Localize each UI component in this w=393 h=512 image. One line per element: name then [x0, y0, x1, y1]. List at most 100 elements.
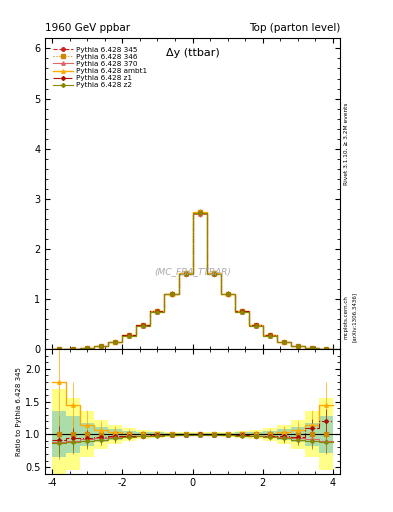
Pythia 6.428 z1: [218, 432, 223, 438]
Pythia 6.428 z2: [274, 434, 279, 440]
Legend: Pythia 6.428 345, Pythia 6.428 346, Pythia 6.428 370, Pythia 6.428 ambt1, Pythia: Pythia 6.428 345, Pythia 6.428 346, Pyth…: [52, 45, 149, 90]
Pythia 6.428 z2: [303, 343, 307, 349]
Pythia 6.428 370: [120, 434, 125, 440]
Pythia 6.428 370: [204, 211, 209, 217]
Pythia 6.428 ambt1: [176, 431, 181, 437]
Pythia 6.428 z1: [232, 432, 237, 438]
Pythia 6.428 ambt1: [204, 270, 209, 276]
Pythia 6.428 z2: [274, 435, 279, 441]
Pythia 6.428 z1: [288, 434, 293, 440]
Pythia 6.428 z2: [204, 210, 209, 217]
Pythia 6.428 z2: [274, 332, 279, 338]
Pythia 6.428 z1: [106, 433, 111, 439]
Pythia 6.428 346: [148, 308, 153, 314]
Pythia 6.428 z1: [92, 434, 97, 440]
Pythia 6.428 370: [261, 433, 265, 439]
Pythia 6.428 345: [288, 343, 293, 349]
Pythia 6.428 z1: [274, 433, 279, 439]
Pythia 6.428 z1: [64, 435, 69, 441]
Pythia 6.428 346: [232, 431, 237, 437]
Pythia 6.428 346: [64, 346, 69, 352]
Pythia 6.428 370: [261, 323, 265, 329]
Pythia 6.428 ambt1: [162, 308, 167, 314]
Pythia 6.428 z2: [64, 346, 69, 352]
Pythia 6.428 ambt1: [64, 346, 69, 352]
Pythia 6.428 346: [162, 308, 167, 314]
Pythia 6.428 346: [303, 345, 307, 351]
Pythia 6.428 ambt1: [274, 339, 279, 345]
Pythia 6.428 ambt1: [162, 290, 167, 296]
Pythia 6.428 370: [288, 339, 293, 345]
Pythia 6.428 346: [148, 431, 153, 437]
Pythia 6.428 346: [162, 431, 167, 437]
Pythia 6.428 ambt1: [176, 270, 181, 276]
Pythia 6.428 z2: [64, 440, 69, 446]
Pythia 6.428 370: [120, 433, 125, 439]
Pythia 6.428 ambt1: [288, 339, 293, 345]
Pythia 6.428 370: [288, 343, 293, 349]
Pythia 6.428 z2: [148, 433, 153, 439]
Pythia 6.428 370: [232, 291, 237, 297]
Pythia 6.428 z1: [134, 323, 139, 329]
Pythia 6.428 z2: [204, 432, 209, 438]
Pythia 6.428 370: [232, 432, 237, 438]
Pythia 6.428 z2: [190, 210, 195, 217]
Pythia 6.428 345: [64, 346, 69, 352]
Pythia 6.428 346: [204, 209, 209, 215]
Pythia 6.428 z1: [246, 308, 251, 314]
Pythia 6.428 ambt1: [134, 431, 139, 437]
Pythia 6.428 z2: [50, 346, 55, 352]
Pythia 6.428 z2: [316, 345, 321, 351]
Pythia 6.428 370: [64, 346, 69, 352]
Pythia 6.428 345: [232, 308, 237, 314]
Line: Pythia 6.428 ambt1: Pythia 6.428 ambt1: [52, 382, 333, 434]
Pythia 6.428 370: [204, 432, 209, 438]
Pythia 6.428 ambt1: [204, 209, 209, 216]
Pythia 6.428 z1: [176, 270, 181, 276]
Pythia 6.428 z2: [148, 323, 153, 329]
Pythia 6.428 z2: [92, 437, 97, 443]
Pythia 6.428 z1: [232, 308, 237, 314]
Pythia 6.428 ambt1: [148, 431, 153, 437]
Pythia 6.428 370: [246, 433, 251, 439]
Pythia 6.428 z2: [176, 291, 181, 297]
Pythia 6.428 346: [78, 345, 83, 351]
Pythia 6.428 z2: [246, 433, 251, 439]
Pythia 6.428 345: [134, 332, 139, 338]
Pythia 6.428 z2: [232, 291, 237, 297]
Pythia 6.428 z2: [261, 332, 265, 338]
Pythia 6.428 z2: [274, 339, 279, 345]
Pythia 6.428 z2: [316, 439, 321, 445]
Pythia 6.428 z1: [218, 432, 223, 438]
Pythia 6.428 346: [204, 270, 209, 276]
Pythia 6.428 z1: [78, 435, 83, 441]
Pythia 6.428 ambt1: [64, 346, 69, 352]
Pythia 6.428 370: [303, 345, 307, 351]
Pythia 6.428 370: [218, 432, 223, 438]
Pythia 6.428 370: [106, 343, 111, 349]
Pythia 6.428 345: [303, 345, 307, 351]
Pythia 6.428 346: [92, 431, 97, 437]
Pythia 6.428 346: [274, 332, 279, 338]
Pythia 6.428 370: [204, 432, 209, 438]
Pythia 6.428 345: [148, 323, 153, 329]
Pythia 6.428 346: [246, 431, 251, 437]
Pythia 6.428 ambt1: [274, 431, 279, 437]
Pythia 6.428 345: [120, 339, 125, 345]
Pythia 6.428 346: [331, 431, 335, 437]
Pythia 6.428 z1: [246, 433, 251, 439]
Pythia 6.428 346: [232, 431, 237, 437]
Pythia 6.428 z2: [303, 345, 307, 351]
Pythia 6.428 346: [120, 431, 125, 437]
Pythia 6.428 z1: [190, 210, 195, 216]
Y-axis label: Ratio to Pythia 6.428 345: Ratio to Pythia 6.428 345: [16, 367, 22, 456]
Pythia 6.428 z2: [288, 339, 293, 345]
Pythia 6.428 345: [92, 345, 97, 351]
Pythia 6.428 346: [218, 270, 223, 276]
Pythia 6.428 ambt1: [92, 345, 97, 351]
Pythia 6.428 346: [134, 431, 139, 437]
Pythia 6.428 z1: [78, 435, 83, 441]
Pythia 6.428 ambt1: [190, 431, 195, 437]
Pythia 6.428 370: [246, 323, 251, 329]
Pythia 6.428 370: [274, 333, 279, 339]
